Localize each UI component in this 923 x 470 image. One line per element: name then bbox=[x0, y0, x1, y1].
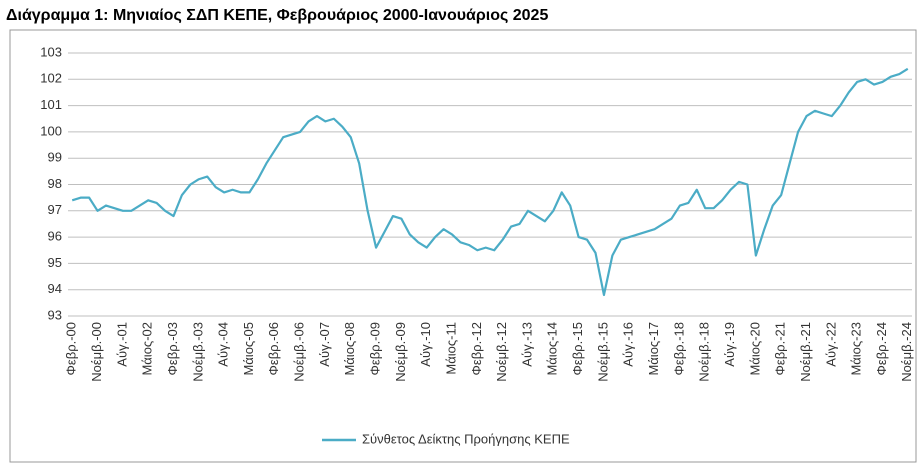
x-tick-label: Αύγ.-16 bbox=[621, 322, 636, 367]
x-tick-label: Αύγ.-22 bbox=[823, 322, 838, 367]
x-tick-label: Αύγ.-19 bbox=[722, 322, 737, 367]
chart-title: Διάγραμμα 1: Μηνιαίος ΣΔΠ ΚΕΠΕ, Φεβρουάρ… bbox=[6, 7, 548, 24]
x-tick-label: Αύγ.-13 bbox=[519, 322, 534, 367]
series-line bbox=[71, 67, 909, 297]
x-tick-label: Νοέμβ.-24 bbox=[899, 322, 914, 382]
x-tick-label: Νοέμβ.-03 bbox=[190, 322, 205, 382]
x-tick-label: Φεβρ.-09 bbox=[367, 322, 382, 375]
y-tick-label: 99 bbox=[48, 150, 62, 165]
x-tick-label: Μάιος-02 bbox=[140, 322, 155, 376]
y-tick-label: 96 bbox=[48, 229, 62, 244]
y-tick-label: 97 bbox=[48, 202, 62, 217]
y-tick-label: 93 bbox=[48, 307, 62, 322]
x-tick-label: Νοέμβ.-18 bbox=[697, 322, 712, 382]
x-tick-label: Αύγ.-01 bbox=[114, 322, 129, 367]
x-tick-label: Μάιος-23 bbox=[849, 322, 864, 376]
x-tick-label: Φεβρ.-12 bbox=[469, 322, 484, 375]
y-tick-label: 98 bbox=[48, 176, 62, 191]
x-tick-label: Νοέμβ.-12 bbox=[494, 322, 509, 382]
y-tick-label: 95 bbox=[48, 255, 62, 270]
x-tick-label: Φεβρ.-24 bbox=[874, 322, 889, 375]
x-tick-label: Μάιος-11 bbox=[443, 322, 458, 375]
x-tick-label: Αύγ.-10 bbox=[418, 322, 433, 367]
x-tick-label: Φεβρ.-06 bbox=[266, 322, 281, 375]
x-tick-label: Φεβρ.-03 bbox=[165, 322, 180, 375]
x-tick-label: Νοέμβ.-00 bbox=[89, 322, 104, 382]
x-tick-label: Φεβρ.-15 bbox=[570, 322, 585, 375]
x-tick-label: Αύγ.-04 bbox=[216, 322, 231, 367]
x-tick-label: Μάιος-14 bbox=[545, 322, 560, 376]
y-tick-label: 101 bbox=[40, 97, 62, 112]
x-tick-label: Φεβρ.-18 bbox=[671, 322, 686, 375]
x-tick-label: Μάιος-05 bbox=[241, 322, 256, 376]
y-tick-label: 100 bbox=[40, 123, 62, 138]
x-tick-label: Φεβρ.-21 bbox=[773, 322, 788, 375]
y-tick-label: 102 bbox=[40, 71, 62, 86]
chart-frame bbox=[9, 29, 917, 463]
x-tick-label: Νοέμβ.-09 bbox=[393, 322, 408, 382]
x-tick-label: Νοέμβ.-15 bbox=[595, 322, 610, 382]
y-tick-label: 103 bbox=[40, 44, 62, 59]
y-tick-label: 94 bbox=[48, 281, 62, 296]
x-tick-label: Νοέμβ.-06 bbox=[292, 322, 307, 382]
legend-label: Σύνθετος Δείκτης Προήγησης ΚΕΠΕ bbox=[362, 431, 570, 446]
x-tick-label: Φεβρ.-00 bbox=[64, 322, 79, 375]
x-tick-label: Αύγ.-07 bbox=[317, 322, 332, 367]
x-tick-label: Μάιος-08 bbox=[342, 322, 357, 376]
x-tick-label: Μάιος-20 bbox=[747, 322, 762, 376]
x-tick-label: Νοέμβ.-21 bbox=[798, 322, 813, 382]
x-tick-label: Μάιος-17 bbox=[646, 322, 661, 376]
